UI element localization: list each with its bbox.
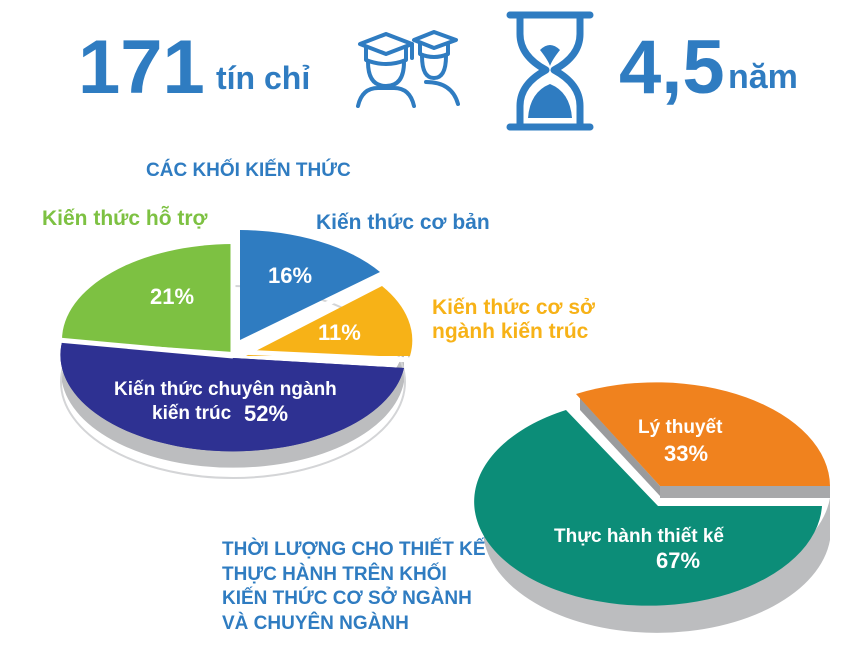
- credits-value: 171: [78, 25, 205, 110]
- graduates-icon: [356, 30, 460, 108]
- legend-foundation: Kiến thức cơ sở ngành kiến trúc: [432, 296, 595, 344]
- pct-basic: 16%: [268, 263, 312, 288]
- label-major-line2: kiến trúc: [152, 403, 232, 424]
- pct-support: 21%: [150, 284, 194, 309]
- design-pie-side: [484, 498, 830, 633]
- chart-knowledge-title: CÁC KHỐI KIẾN THỨC: [146, 160, 351, 181]
- duration-unit: năm: [728, 58, 798, 96]
- hourglass-icon: [506, 11, 594, 131]
- caption-line-1: THỜI LƯỢNG CHO THIẾT KẾ: [222, 539, 486, 560]
- duration-value: 4,5: [619, 25, 725, 110]
- credits-unit: tín chỉ: [216, 60, 311, 96]
- caption-line-2: THỰC HÀNH TRÊN KHỐI: [222, 563, 447, 585]
- label-theory: Lý thuyết: [638, 417, 723, 438]
- label-practice: Thực hành thiết kế: [554, 526, 724, 547]
- pct-foundation: 11%: [318, 320, 361, 345]
- legend-basic: Kiến thức cơ bản: [316, 211, 490, 234]
- pct-practice: 67%: [656, 548, 700, 573]
- legend-foundation-line2: ngành kiến trúc: [432, 320, 589, 344]
- design-time-caption: THỜI LƯỢNG CHO THIẾT KẾ THỰC HÀNH TRÊN K…: [222, 538, 486, 637]
- pct-theory: 33%: [664, 441, 708, 466]
- slice-theory: [576, 382, 830, 486]
- caption-line-3: KIẾN THỨC CƠ SỞ NGÀNH: [222, 588, 472, 610]
- slice-practice: [474, 410, 822, 606]
- slice-foundation: [246, 286, 413, 356]
- legend-support: Kiến thức hỗ trợ: [42, 207, 208, 230]
- legend-foundation-line1: Kiến thức cơ sở: [432, 296, 595, 319]
- slice-basic: [240, 230, 380, 340]
- label-major-line1: Kiến thức chuyên ngành: [114, 379, 337, 400]
- caption-line-4: VÀ CHUYÊN NGÀNH: [222, 613, 409, 635]
- pct-major: 52%: [244, 401, 288, 426]
- slice-support: [61, 244, 233, 352]
